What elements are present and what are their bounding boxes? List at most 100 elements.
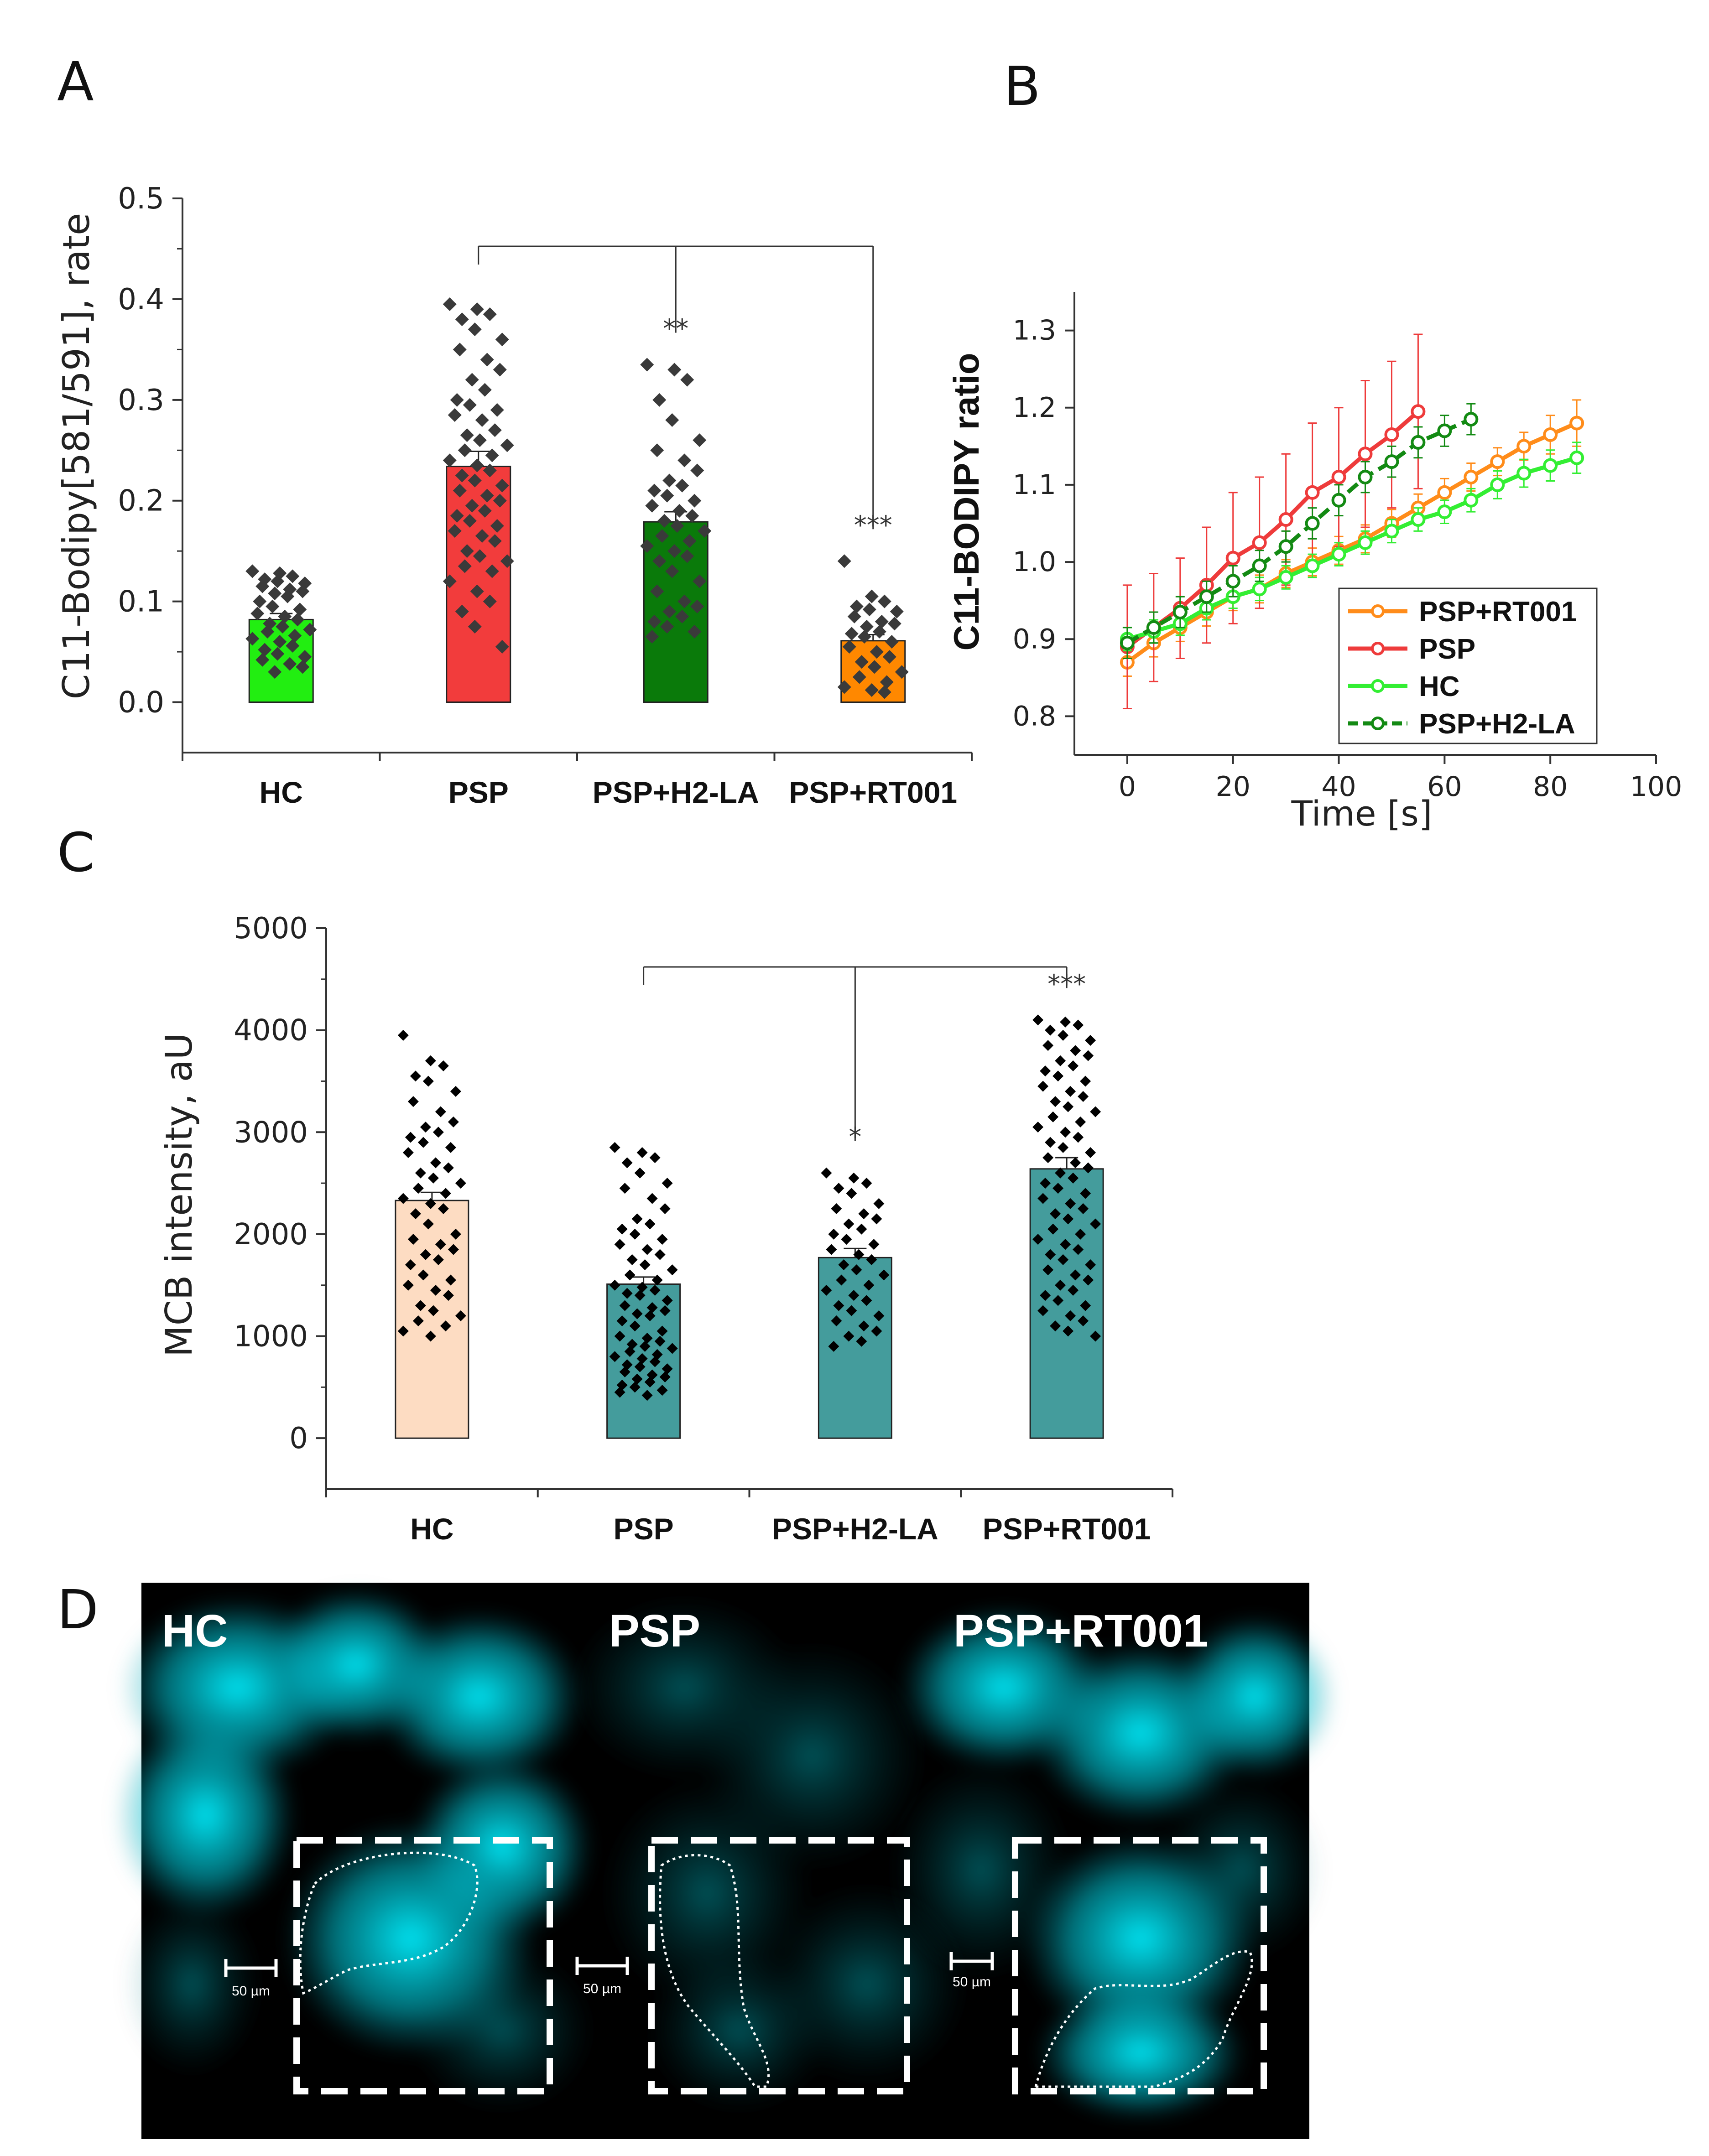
data-point <box>685 509 699 523</box>
data-point <box>286 639 300 653</box>
data-point <box>865 683 879 697</box>
data-point <box>273 635 287 649</box>
data-point <box>821 1167 832 1179</box>
data-point <box>417 1269 429 1281</box>
data-point <box>1063 1325 1074 1337</box>
data-point <box>1437 423 1452 438</box>
data-point <box>878 1269 890 1281</box>
data-point <box>655 529 669 543</box>
data-point <box>465 499 479 513</box>
data-point <box>614 1330 625 1342</box>
data-point <box>1543 458 1558 473</box>
data-point <box>639 1340 651 1352</box>
data-point <box>619 1183 630 1194</box>
legend-label: PSP+RT001 <box>1419 596 1577 628</box>
y-tick-label: 0.3 <box>118 384 164 417</box>
data-point <box>871 1213 882 1225</box>
data-point <box>407 1096 419 1107</box>
data-point <box>657 1234 668 1245</box>
data-point <box>882 650 896 664</box>
data-point <box>1090 1218 1101 1230</box>
data-point <box>1063 1101 1074 1112</box>
data-point <box>1065 1310 1076 1321</box>
data-point <box>688 624 702 639</box>
data-point <box>458 559 472 573</box>
data-point <box>415 1300 426 1311</box>
data-point <box>448 1244 459 1255</box>
y-tick-label: 0.2 <box>118 484 164 518</box>
x-tick-label: 0 <box>1119 771 1136 803</box>
data-point <box>667 1264 678 1276</box>
data-point <box>861 1295 872 1306</box>
legend-label: HC <box>1419 671 1460 702</box>
data-point <box>662 1178 673 1189</box>
data-point <box>1047 1111 1059 1122</box>
data-point <box>440 1188 451 1199</box>
significance-marker: * <box>849 1122 861 1152</box>
data-point <box>631 1308 643 1320</box>
data-point <box>838 1259 849 1270</box>
data-point <box>862 603 876 617</box>
data-point <box>1384 454 1399 469</box>
data-point <box>841 1234 852 1245</box>
data-point <box>1078 1091 1089 1102</box>
data-point <box>683 534 697 548</box>
data-point <box>662 1295 673 1306</box>
data-point <box>463 398 477 412</box>
data-point <box>1065 1198 1076 1209</box>
category-label: PSP <box>614 1512 674 1546</box>
data-point <box>644 1218 656 1230</box>
data-point <box>1358 447 1373 462</box>
y-tick-label: 0.4 <box>118 283 164 317</box>
data-point <box>821 1284 832 1296</box>
data-point <box>405 1132 416 1143</box>
data-point <box>1331 547 1346 562</box>
data-point <box>865 589 879 603</box>
data-point <box>473 433 487 447</box>
data-point <box>407 1234 419 1245</box>
data-point <box>626 1254 638 1265</box>
data-point <box>657 1325 668 1337</box>
data-point <box>1490 477 1505 492</box>
bar <box>395 1200 469 1439</box>
data-point <box>858 1320 870 1332</box>
data-point <box>1065 1086 1076 1097</box>
data-point <box>1252 535 1267 550</box>
data-point <box>828 1340 839 1352</box>
data-point <box>652 393 667 407</box>
data-point <box>468 322 482 337</box>
data-point <box>851 1264 862 1276</box>
data-point <box>890 604 904 618</box>
data-point <box>410 1208 421 1220</box>
data-point <box>493 363 507 377</box>
data-point <box>621 1288 633 1299</box>
data-point <box>621 1157 633 1169</box>
y-tick-label: 0.1 <box>118 585 164 619</box>
inset-psp-rt001 <box>1012 1837 1267 2094</box>
data-point <box>250 607 265 621</box>
bar <box>1029 1168 1104 1439</box>
category-label: PSP <box>448 775 509 809</box>
legend-marker <box>1371 717 1385 730</box>
data-point <box>412 1183 424 1194</box>
x-tick-label: 80 <box>1533 771 1568 803</box>
category-label: HC <box>260 775 303 809</box>
data-point <box>852 670 866 684</box>
data-point <box>634 1290 646 1301</box>
data-point <box>1569 416 1584 431</box>
data-point <box>1305 516 1320 531</box>
data-point <box>1040 1290 1051 1301</box>
data-point <box>634 1167 646 1179</box>
data-point <box>480 353 494 367</box>
data-point <box>867 660 881 674</box>
data-point <box>680 373 694 387</box>
data-point <box>1120 635 1135 650</box>
data-point <box>450 1228 461 1240</box>
data-point <box>1073 1244 1084 1255</box>
data-point <box>420 1249 431 1260</box>
data-point <box>276 619 290 634</box>
data-point <box>1068 1172 1079 1184</box>
data-point <box>1068 1060 1079 1071</box>
chart-b: 0.8 0.9 1.0 1.1 1.2 1.3 0 20 40 60 80 100 PSP+RT001 P… <box>1013 292 1682 803</box>
data-point <box>271 647 285 661</box>
